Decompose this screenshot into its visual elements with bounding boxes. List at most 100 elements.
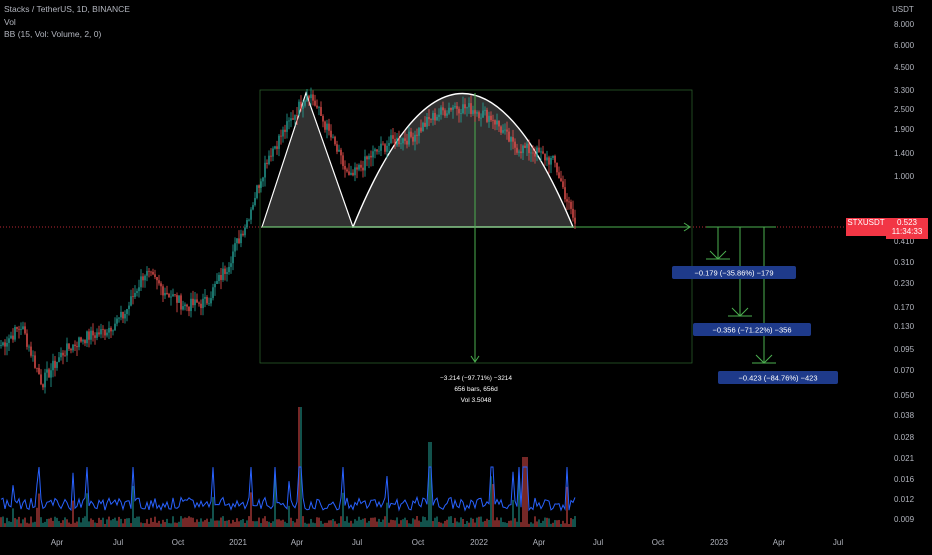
- y-tick-label: 0.016: [894, 475, 915, 484]
- volume-bar: [260, 523, 262, 527]
- volume-bar: [162, 519, 164, 527]
- candle-body: [16, 327, 18, 329]
- candle-body: [74, 344, 76, 347]
- candle-body: [40, 374, 42, 385]
- volume-bar: [488, 519, 490, 527]
- volume-bar: [34, 521, 36, 527]
- y-tick-label: 0.310: [894, 258, 915, 267]
- volume-bar: [360, 519, 362, 527]
- candle-body: [84, 340, 86, 344]
- candle-body: [114, 323, 116, 331]
- volume-bar: [332, 518, 334, 527]
- candle-body: [470, 103, 472, 114]
- candle-body: [118, 317, 120, 319]
- volume-bar: [140, 522, 142, 527]
- volume-bar: [240, 520, 242, 527]
- bollinger-band-layer: [0, 466, 576, 512]
- candle-body: [378, 150, 380, 152]
- volume-bar: [226, 520, 228, 527]
- candle-body: [436, 116, 438, 121]
- volume-bar: [96, 522, 98, 527]
- candle-body: [530, 152, 532, 154]
- candle-body: [272, 148, 274, 157]
- candle-body: [502, 130, 504, 133]
- volume-bar: [52, 520, 54, 527]
- candle-body: [318, 107, 320, 108]
- target-label-bg: [672, 266, 796, 279]
- candle-body: [374, 149, 376, 152]
- volume-bar: [124, 518, 126, 527]
- volume-bar: [154, 516, 156, 527]
- volume-bar: [290, 517, 292, 527]
- candle-body: [52, 360, 54, 371]
- candle-body: [122, 311, 124, 319]
- candle-body: [350, 172, 352, 175]
- volume-bar: [548, 518, 550, 527]
- volume-bar: [560, 523, 562, 527]
- candle-body: [108, 327, 110, 333]
- volume-bar: [366, 522, 368, 527]
- volume-bar: [36, 507, 38, 527]
- volume-bar: [278, 519, 280, 527]
- volume-bar: [316, 517, 318, 527]
- volume-bar: [568, 523, 570, 527]
- volume-bar: [258, 517, 260, 527]
- candle-body: [310, 94, 312, 99]
- volume-bar: [120, 518, 122, 527]
- volume-bar: [528, 523, 530, 527]
- candle-body: [28, 346, 30, 348]
- symbol-title[interactable]: Stacks / TetherUS, 1D, BINANCE: [4, 4, 130, 14]
- volume-bar: [46, 518, 48, 527]
- candle-body: [568, 201, 570, 203]
- candle-body: [516, 147, 518, 153]
- candle-body: [342, 155, 344, 167]
- bb-indicator-label[interactable]: BB (15, Vol: Volume, 2, 0): [4, 29, 102, 39]
- candle-body: [458, 108, 460, 114]
- volume-bar: [28, 523, 30, 527]
- candle-body: [170, 296, 172, 298]
- volume-bar: [72, 500, 74, 527]
- candle-body: [264, 162, 266, 178]
- x-tick-label: 2023: [710, 538, 728, 547]
- dome-shape: [351, 92, 575, 228]
- volume-bar: [164, 522, 166, 527]
- volume-bar: [60, 522, 62, 527]
- candle-body: [88, 331, 90, 340]
- volume-bar: [292, 520, 294, 527]
- volume-bar: [478, 516, 480, 527]
- volume-bar: [92, 519, 94, 527]
- volume-bar: [378, 518, 380, 527]
- vol-indicator-label[interactable]: Vol: [4, 17, 16, 27]
- volume-bar: [338, 523, 340, 527]
- candle-body: [508, 131, 510, 142]
- volume-bar: [86, 493, 88, 527]
- volume-bar: [498, 520, 500, 527]
- candle-body: [560, 178, 562, 182]
- candle-body: [198, 302, 200, 304]
- volume-bar: [294, 522, 296, 527]
- candle-body: [234, 243, 236, 252]
- candle-body: [536, 147, 538, 157]
- candle-body: [328, 123, 330, 131]
- candle-body: [80, 337, 82, 342]
- y-tick-label: 6.000: [894, 41, 915, 50]
- volume-bar: [14, 518, 16, 527]
- candle-body: [532, 152, 534, 154]
- candle-body: [384, 144, 386, 152]
- volume-bar: [244, 522, 246, 527]
- candle-body: [20, 329, 22, 330]
- candle-body: [268, 155, 270, 164]
- volume-bar: [142, 523, 144, 527]
- candle-body: [132, 296, 134, 298]
- volume-bar: [540, 523, 542, 527]
- candle-body: [230, 263, 232, 267]
- candle-body: [386, 145, 388, 152]
- candle-layer: [0, 87, 576, 394]
- candle-body: [126, 309, 128, 315]
- candle-body: [556, 162, 558, 173]
- candle-body: [430, 119, 432, 120]
- candle-body: [484, 109, 486, 111]
- y-tick-label: 0.021: [894, 454, 915, 463]
